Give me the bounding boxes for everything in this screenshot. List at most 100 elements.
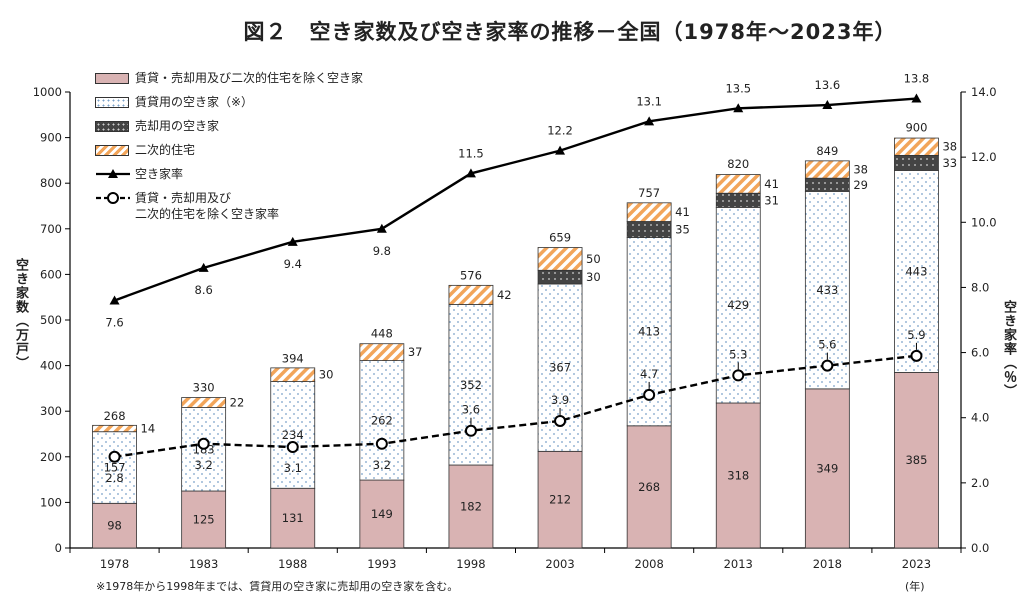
legend-swatch [95,97,129,108]
vacancy-rate-line [114,97,917,302]
bar-value-label: 429 [727,298,749,312]
bar-value-label: 14 [141,422,156,436]
bar-value-label: 33 [942,156,957,170]
bar-secondary [626,202,672,222]
legend-label: 賃貸・売却用及び二次的住宅を除く空き家 [135,71,364,85]
bar-value-label: 182 [460,500,482,514]
bar-total-label: 330 [193,381,215,395]
vacancy-rate-label: 9.4 [284,257,302,271]
x-tick-label: 2008 [635,557,664,571]
other-vacancy-rate-marker [375,437,388,450]
bar-value-label: 433 [816,283,838,297]
y-tick-label-right: 6.0 [971,346,989,360]
bar-rental [270,381,316,489]
y-tick-label-right: 8.0 [971,280,989,294]
other-vacancy-rate-marker [732,369,745,382]
other-vacancy-rate-line [114,354,917,458]
bar-value-label: 157 [104,461,126,475]
x-tick-label: 1978 [100,557,129,571]
vacancy-rate-label: 13.5 [725,81,751,95]
y-tick-label-right: 4.0 [971,411,989,425]
vacancy-rate-marker [198,262,209,272]
bar-value-label: 318 [727,468,749,482]
bar-secondary [448,284,494,305]
bar-total-label: 849 [816,144,838,158]
bar-value-label: 268 [638,480,660,494]
bar-sale [804,177,850,192]
vacancy-rate-label: 13.6 [815,78,841,92]
bar-secondary [537,247,583,271]
bar-value-label: 42 [497,288,512,302]
y-tick-label-right: 10.0 [971,215,997,229]
bar-value-label: 30 [319,368,334,382]
bar-other [359,479,405,549]
other-vacancy-rate-label: 3.2 [195,458,213,472]
vacancy-rate-label: 7.6 [105,315,123,329]
bar-value-label: 31 [764,193,779,207]
x-tick-label: 1993 [367,557,396,571]
legend-swatch [95,121,129,132]
other-vacancy-rate-label: 5.9 [907,328,925,342]
y-tick-label-left: 500 [40,313,62,327]
y-tick-label-left: 900 [40,131,62,145]
other-vacancy-rate-marker [910,349,923,362]
bar-other [804,388,850,549]
y-tick-label-left: 300 [40,404,62,418]
bar-total-label: 576 [460,268,482,282]
y-tick-label-left: 600 [40,267,62,281]
footnote: ※1978年から1998年までは、賃貸用の空き家に売却用の空き家を含む。 [96,580,459,593]
x-tick-label: 2003 [545,557,574,571]
bar-other [894,372,939,549]
bar-value-label: 349 [816,461,838,475]
bar-rental [448,304,494,466]
legend-line-marker [96,192,130,204]
bar-secondary [804,160,850,179]
legend-label: 空き家率 [135,167,184,181]
bar-value-label: 352 [460,378,482,392]
bar-value-label: 234 [282,428,304,442]
bar-sale [626,221,672,238]
vacancy-rate-marker [555,145,566,155]
other-vacancy-rate-marker [643,388,656,401]
bar-value-label: 29 [853,178,868,192]
bar-value-label: 125 [193,513,215,527]
bar-total-label: 900 [905,121,927,135]
other-vacancy-rate-label: 5.6 [818,338,836,352]
other-vacancy-rate-label: 5.3 [729,347,747,361]
y-tick-label-right: 12.0 [971,150,997,164]
bar-value-label: 38 [942,140,957,154]
bar-total-label: 268 [104,409,126,423]
bar-total-label: 659 [549,230,571,244]
bar-value-label: 131 [282,511,304,525]
vacancy-rate-marker [733,103,744,113]
vacancy-rate-marker [644,116,655,126]
y-tick-label-left: 200 [40,450,62,464]
y-tick-label-left: 700 [40,222,62,236]
bar-sale [537,269,583,285]
vacancy-rate-label: 13.8 [904,72,930,86]
bar-secondary [359,343,405,361]
vacancy-rate-marker [822,100,833,110]
bar-value-label: 212 [549,493,571,507]
other-vacancy-rate-label: 2.8 [105,471,123,485]
vacancy-rate-marker [911,93,922,103]
bar-value-label: 30 [586,270,601,284]
vacancy-rate-label: 12.2 [547,124,573,138]
bar-total-label: 757 [638,186,660,200]
vacancy-rate-label: 9.8 [373,244,391,258]
x-tick-label: 1983 [189,557,218,571]
chart-title: 図２ 空き家数及び空き家率の推移－全国（1978年～2023年） [0,16,1024,46]
x-tick-label: 2018 [813,557,842,571]
bar-value-label: 35 [675,222,690,236]
bar-other [92,502,137,549]
bar-other [715,402,761,549]
legend-label: 売却用の空き家 [135,119,220,133]
legend-label: 賃貸用の空き家（※） [135,95,254,109]
bar-secondary [270,367,316,382]
legend-swatch [95,145,129,156]
other-vacancy-rate-marker [108,450,121,463]
bar-value-label: 98 [107,519,122,533]
bar-rental [894,170,939,373]
bar-secondary [92,424,137,433]
